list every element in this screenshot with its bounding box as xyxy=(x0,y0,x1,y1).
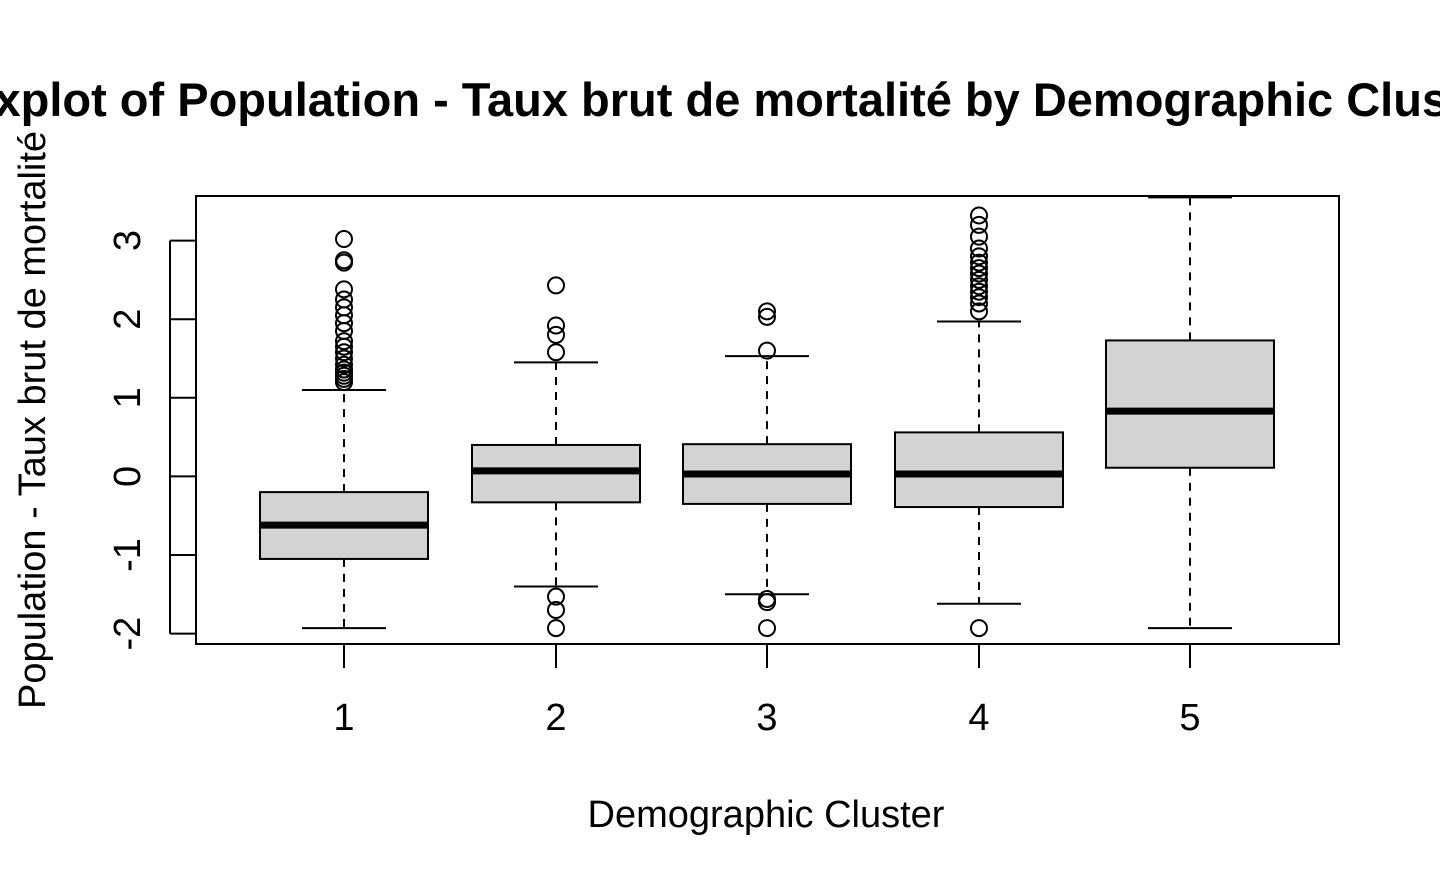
outlier-point xyxy=(335,332,353,351)
x-tick-label: 2 xyxy=(545,697,566,739)
outlier-point xyxy=(547,316,565,335)
outlier-point xyxy=(970,239,988,258)
y-tick-label: -1 xyxy=(107,538,149,572)
outlier-point xyxy=(335,349,353,368)
outlier-point xyxy=(758,307,776,326)
outlier-point xyxy=(970,294,988,313)
outlier-point xyxy=(335,290,353,309)
outlier-point xyxy=(970,206,988,225)
box-cluster-3 xyxy=(682,302,852,638)
outlier-point xyxy=(547,619,565,638)
outlier-point xyxy=(758,593,776,612)
outlier-point xyxy=(970,259,988,278)
outlier-point xyxy=(970,277,988,296)
box-cluster-4 xyxy=(894,206,1064,638)
outlier-point xyxy=(335,230,353,249)
y-tick-label: 1 xyxy=(107,387,149,408)
x-tick-label: 3 xyxy=(756,697,777,739)
x-tick-label: 5 xyxy=(1179,697,1200,739)
outlier-point xyxy=(335,360,353,379)
outlier-point xyxy=(758,341,776,360)
box-cluster-1 xyxy=(259,230,429,630)
outlier-point xyxy=(970,247,988,266)
outlier-point xyxy=(970,264,988,283)
outlier-point xyxy=(547,601,565,620)
outlier-point xyxy=(970,215,988,234)
y-tick-label: -2 xyxy=(107,617,149,651)
iqr-box xyxy=(894,431,1064,509)
outlier-point xyxy=(758,302,776,321)
outlier-point xyxy=(547,276,565,295)
outlier-point xyxy=(335,298,353,317)
x-axis-label: Demographic Cluster xyxy=(588,794,945,836)
outlier-point xyxy=(758,619,776,638)
outlier-point xyxy=(547,325,565,344)
outlier-point xyxy=(970,253,988,272)
box-cluster-2 xyxy=(471,276,641,638)
iqr-box xyxy=(1105,339,1275,469)
axes: -2 -1 0 1 2 3 1 2 3 4 5 xyxy=(107,230,1201,739)
outlier-point xyxy=(547,587,565,606)
outlier-point xyxy=(970,302,988,321)
boxes-group xyxy=(259,196,1275,638)
y-tick-label: 2 xyxy=(107,309,149,330)
box-cluster-5 xyxy=(1105,196,1275,630)
x-tick-label: 1 xyxy=(333,697,354,739)
outlier-point xyxy=(970,282,988,301)
x-tick-label: 4 xyxy=(968,697,989,739)
y-tick-label: 0 xyxy=(107,466,149,487)
outlier-point xyxy=(970,619,988,638)
outlier-point xyxy=(547,343,565,362)
chart-title: Boxplot of Population - Taux brut de mor… xyxy=(0,73,1440,126)
outlier-point xyxy=(335,355,353,374)
outlier-point xyxy=(970,270,988,289)
outlier-point xyxy=(335,343,353,362)
y-axis-label: Population - Taux brut de mortalité xyxy=(12,131,54,709)
outlier-point xyxy=(970,227,988,246)
y-tick-label: 3 xyxy=(107,230,149,251)
outlier-point xyxy=(335,280,353,299)
outlier-point xyxy=(335,251,353,270)
outlier-point xyxy=(970,288,988,307)
